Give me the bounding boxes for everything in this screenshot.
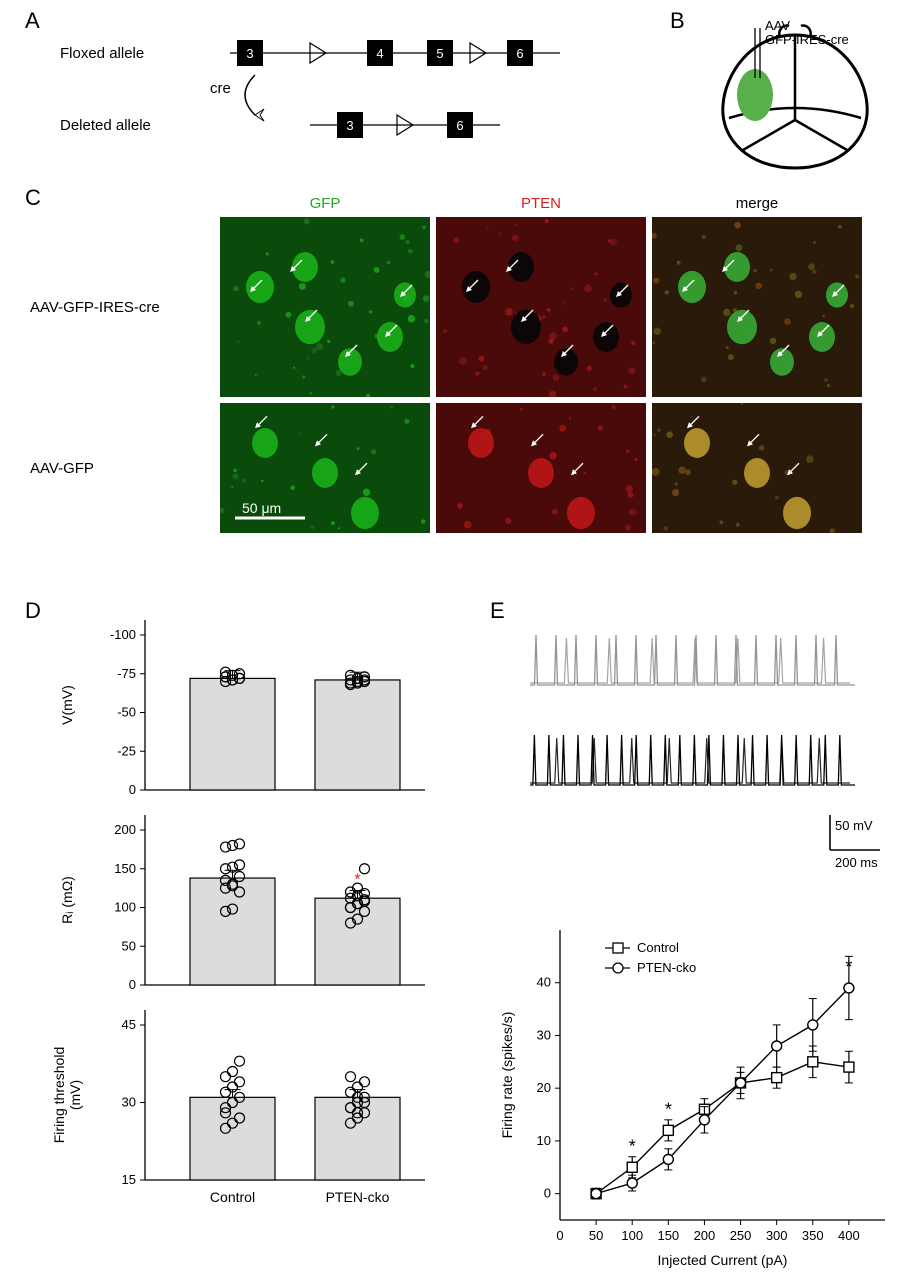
- svg-text:30: 30: [537, 1027, 551, 1042]
- panel-d-charts: 0 -25 -50 -75 -100 V(mV) 0 50 100 150 200 Rᵢ (mΩ) * 1…: [50, 620, 450, 1270]
- svg-text:200: 200: [114, 822, 136, 837]
- svg-text:400: 400: [838, 1228, 860, 1243]
- svg-text:Control: Control: [637, 940, 679, 955]
- panel-d-label: D: [25, 598, 41, 624]
- svg-text:15: 15: [122, 1172, 136, 1187]
- svg-text:V(mV): V(mV): [59, 685, 75, 725]
- panel-a-label: A: [25, 8, 40, 34]
- svg-text:Firing rate (spikes/s): Firing rate (spikes/s): [499, 1012, 515, 1139]
- svg-text:-75: -75: [117, 666, 136, 681]
- svg-text:250: 250: [730, 1228, 752, 1243]
- panel-b-label: B: [670, 8, 685, 34]
- svg-text:6: 6: [516, 46, 523, 61]
- micro-cell: [436, 217, 646, 397]
- svg-text:*: *: [665, 1099, 672, 1119]
- svg-text:*: *: [845, 957, 852, 977]
- svg-text:Rᵢ (mΩ): Rᵢ (mΩ): [59, 876, 75, 924]
- svg-text:3: 3: [246, 46, 253, 61]
- svg-text:20: 20: [537, 1080, 551, 1095]
- svg-text:PTEN-cko: PTEN-cko: [326, 1189, 390, 1205]
- svg-text:Floxed allele: Floxed allele: [60, 45, 144, 62]
- svg-text:45: 45: [122, 1017, 136, 1032]
- panel-b-brain: AAVGFP-IRES-cre: [695, 20, 895, 175]
- svg-text:200: 200: [694, 1228, 716, 1243]
- micro-cell: 50 μm: [220, 403, 430, 533]
- micro-cell: [652, 403, 862, 533]
- svg-text:50 μm: 50 μm: [242, 500, 281, 516]
- panel-e-label: E: [490, 598, 505, 624]
- svg-text:AAVGFP-IRES-cre: AAVGFP-IRES-cre: [765, 20, 849, 47]
- svg-text:200 ms: 200 ms: [835, 855, 878, 870]
- svg-text:5: 5: [436, 46, 443, 61]
- col-label: GFP: [295, 195, 355, 212]
- svg-text:-100: -100: [110, 627, 136, 642]
- svg-text:0: 0: [556, 1228, 563, 1243]
- svg-text:100: 100: [114, 900, 136, 915]
- svg-text:50: 50: [122, 938, 136, 953]
- svg-text:-50: -50: [117, 705, 136, 720]
- svg-text:-25: -25: [117, 743, 136, 758]
- svg-text:40: 40: [537, 975, 551, 990]
- svg-text:30: 30: [122, 1095, 136, 1110]
- svg-text:3: 3: [346, 118, 353, 133]
- svg-text:100: 100: [621, 1228, 643, 1243]
- col-label: PTEN: [511, 195, 571, 212]
- row-label: AAV-GFP: [30, 460, 94, 477]
- svg-text:0: 0: [129, 782, 136, 797]
- micro-cell: [436, 403, 646, 533]
- svg-text:0: 0: [544, 1186, 551, 1201]
- panel-a-diagram: Floxed allele Deleted allele 3 4 5 6 3 6 cre: [60, 25, 600, 160]
- svg-text:150: 150: [114, 861, 136, 876]
- micro-cell: [220, 217, 430, 397]
- svg-text:Control: Control: [210, 1189, 255, 1205]
- col-label: merge: [727, 195, 787, 212]
- svg-text:PTEN-cko: PTEN-cko: [637, 960, 696, 975]
- svg-text:10: 10: [537, 1133, 551, 1148]
- panel-e-traces: 50 mV 200 ms: [510, 615, 900, 875]
- svg-text:4: 4: [376, 46, 383, 61]
- svg-text:350: 350: [802, 1228, 824, 1243]
- svg-text:150: 150: [657, 1228, 679, 1243]
- svg-text:50: 50: [589, 1228, 603, 1243]
- panel-c-label: C: [25, 185, 41, 211]
- panel-e-chart: 0 10 20 30 40 50 100 150 200 250 300 350 400 0 Injecte…: [490, 900, 905, 1270]
- svg-text:50 mV: 50 mV: [835, 818, 873, 833]
- row-label: AAV-GFP-IRES-cre: [30, 299, 160, 316]
- svg-text:cre: cre: [210, 80, 231, 97]
- micro-cell: [652, 217, 862, 397]
- svg-text:Firing threshold(mV): Firing threshold(mV): [51, 1047, 83, 1144]
- svg-text:Deleted allele: Deleted allele: [60, 117, 151, 134]
- svg-text:0: 0: [129, 977, 136, 992]
- svg-text:Injected Current (pA): Injected Current (pA): [658, 1252, 788, 1268]
- svg-text:6: 6: [456, 118, 463, 133]
- svg-text:*: *: [629, 1136, 636, 1156]
- svg-text:300: 300: [766, 1228, 788, 1243]
- svg-text:*: *: [354, 871, 360, 888]
